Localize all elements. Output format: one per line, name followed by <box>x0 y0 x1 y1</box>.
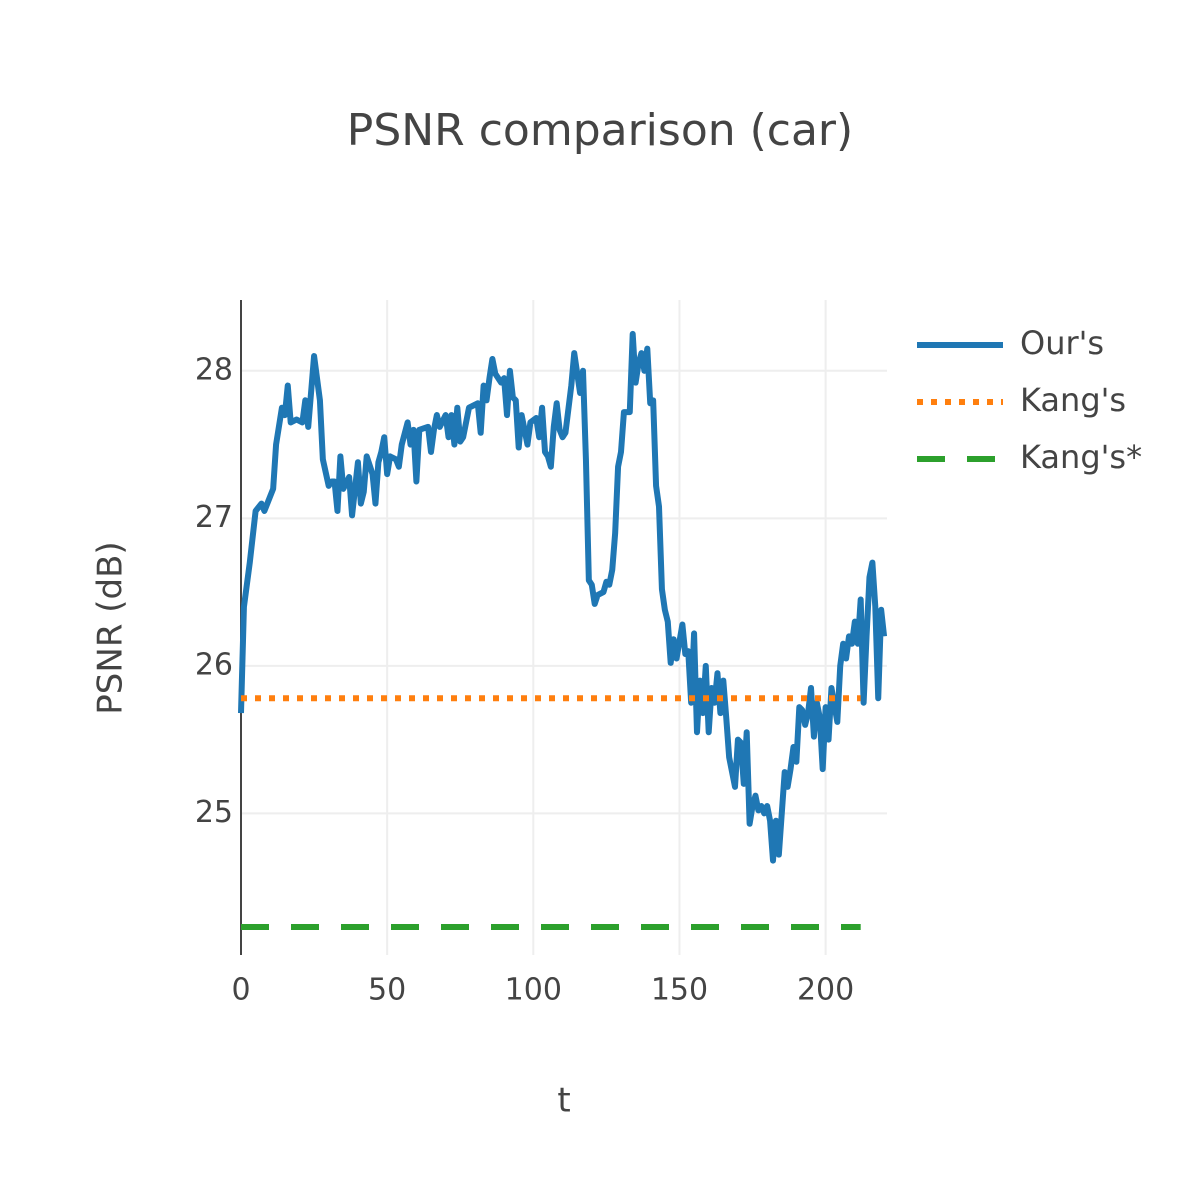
y-tick-label: 27 <box>195 500 233 535</box>
x-tick-label: 50 <box>368 973 406 1008</box>
legend-label: Our's <box>1020 324 1104 362</box>
x-tick-label: 0 <box>231 973 250 1008</box>
series-line <box>238 330 888 864</box>
legend-label: Kang's* <box>1020 438 1142 476</box>
y-axis-title: PSNR (dB) <box>91 541 131 714</box>
x-tick-label: 150 <box>651 973 708 1008</box>
legend-label: Kang's <box>1020 381 1126 419</box>
x-tick-label: 200 <box>797 973 854 1008</box>
y-tick-label: 26 <box>195 647 233 682</box>
x-axis-title: t <box>557 1081 570 1121</box>
y-tick-label: 25 <box>195 795 233 830</box>
y-tick-label: 28 <box>195 352 233 387</box>
x-tick-label: 100 <box>505 973 562 1008</box>
chart-title: PSNR comparison (car) <box>347 105 853 156</box>
